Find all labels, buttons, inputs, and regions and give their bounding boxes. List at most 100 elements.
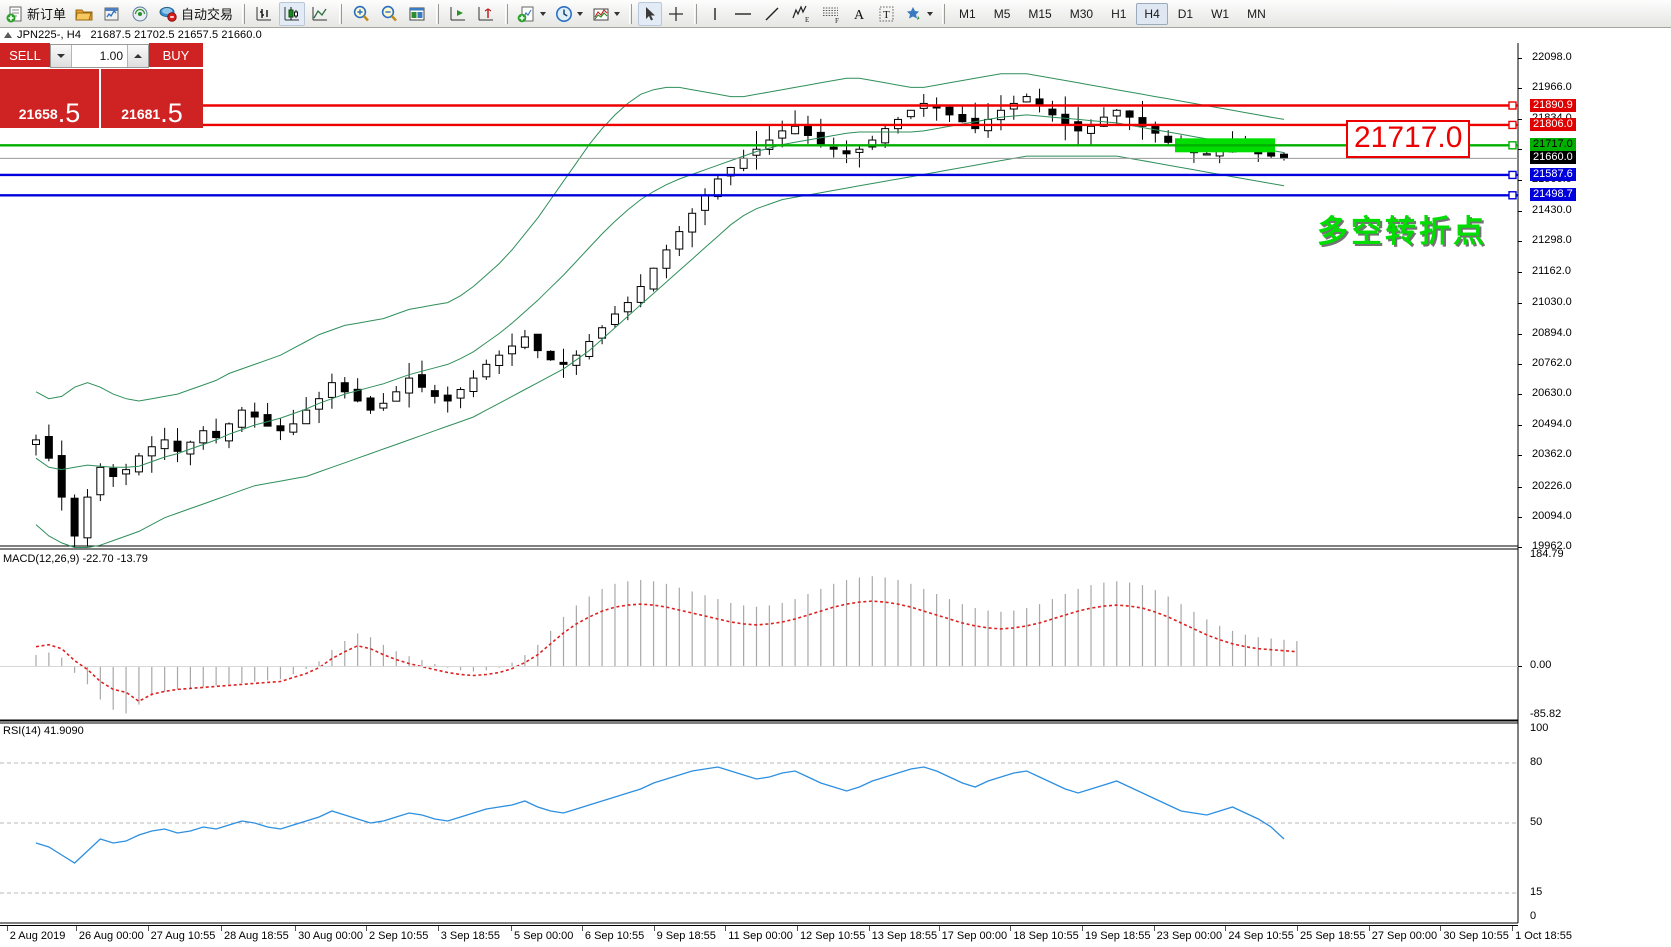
toolbar-separator-3 bbox=[436, 3, 440, 24]
time-axis-label: 9 Sep 18:55 bbox=[656, 930, 716, 942]
elliott-wave-button[interactable]: E bbox=[787, 2, 815, 26]
text-button[interactable]: A bbox=[847, 2, 871, 26]
price-axis-label: 21162.0 bbox=[1532, 265, 1571, 278]
price-level-tag-support-1[interactable]: 21587.6 bbox=[1530, 167, 1576, 181]
line-chart-button[interactable] bbox=[307, 2, 333, 26]
time-tick bbox=[653, 926, 655, 931]
time-tick bbox=[1153, 926, 1155, 931]
timeframe-w1[interactable]: W1 bbox=[1211, 6, 1230, 21]
volume-input[interactable]: 1.00 bbox=[72, 45, 127, 67]
folder-button[interactable] bbox=[71, 2, 97, 26]
symbol-ohlc-text: JPN225-, H4 21687.5 21702.5 21657.5 2166… bbox=[17, 29, 262, 41]
signals-button[interactable] bbox=[127, 2, 153, 26]
rsi-axis-label: 50 bbox=[1530, 816, 1543, 828]
sell-button[interactable]: SELL bbox=[0, 43, 50, 69]
price-level-tag-pivot[interactable]: 21717.0 bbox=[1530, 138, 1576, 152]
time-tick bbox=[6, 926, 8, 931]
svg-text:E: E bbox=[805, 16, 809, 24]
toolbar-separator bbox=[242, 3, 246, 24]
fibonacci-button[interactable]: F bbox=[817, 2, 845, 26]
price-axis-label: 19962.0 bbox=[1532, 540, 1572, 552]
price-level-tag-resistance-1[interactable]: 21806.0 bbox=[1530, 117, 1576, 131]
time-axis-label: 28 Aug 18:55 bbox=[223, 930, 289, 942]
templates-button[interactable] bbox=[588, 2, 623, 26]
zoom-in-button[interactable] bbox=[348, 2, 374, 26]
time-tick bbox=[1512, 926, 1514, 931]
text-label-button[interactable]: T bbox=[873, 2, 899, 26]
price-tick bbox=[1518, 179, 1522, 181]
buy-button[interactable]: BUY bbox=[149, 43, 203, 69]
new-order-button[interactable]: 新订单 bbox=[3, 2, 69, 26]
shapes-button[interactable] bbox=[901, 2, 936, 26]
time-axis-label: 19 Sep 18:55 bbox=[1084, 930, 1151, 942]
sell-price-cell[interactable]: 21658 .5 bbox=[0, 69, 101, 128]
cursor-icon bbox=[646, 6, 656, 20]
time-axis-label: 26 Aug 00:00 bbox=[78, 930, 144, 942]
timeframe-m15[interactable]: M15 bbox=[1028, 6, 1052, 21]
vertical-line-button[interactable] bbox=[703, 2, 727, 26]
price-scale[interactable]: 22098.021966.021834.021702.021566.021430… bbox=[1518, 43, 1671, 947]
timeframe-m30[interactable]: M30 bbox=[1069, 6, 1094, 21]
time-tick bbox=[366, 926, 367, 931]
horizontal-line-button[interactable] bbox=[729, 2, 757, 26]
time-axis-label: 2 Aug 2019 bbox=[9, 930, 66, 942]
time-axis-label: 30 Sep 10:55 bbox=[1443, 930, 1509, 942]
chevron-down-icon[interactable] bbox=[540, 11, 547, 16]
time-tick bbox=[437, 926, 439, 931]
timeframe-h4[interactable]: H4 bbox=[1136, 2, 1168, 25]
buy-price-decimal: .5 bbox=[160, 97, 183, 128]
price-tick bbox=[1518, 211, 1522, 212]
trendline-button[interactable] bbox=[759, 2, 785, 26]
autotrading-button[interactable]: 自动交易 bbox=[155, 2, 236, 26]
collapse-triangle-icon[interactable] bbox=[4, 32, 12, 38]
rsi-axis-label: 100 bbox=[1530, 722, 1549, 734]
shift-chart-icon bbox=[450, 6, 466, 20]
time-tick bbox=[1297, 926, 1299, 931]
volume-increase-button[interactable] bbox=[127, 45, 148, 67]
chevron-down-icon-2[interactable] bbox=[577, 11, 584, 16]
vertical-line-icon bbox=[714, 7, 716, 20]
price-level-tag-resistance-2[interactable]: 21890.9 bbox=[1530, 98, 1576, 112]
time-scale[interactable]: 2 Aug 2019 26 Aug 00:00 27 Aug 10:55 28 Aug… bbox=[0, 925, 1572, 947]
chevron-down-icon-4[interactable] bbox=[927, 11, 934, 16]
auto-scroll-button[interactable] bbox=[473, 2, 499, 26]
macd-axis-label: 0.00 bbox=[1530, 659, 1552, 672]
price-axis-label: 20226.0 bbox=[1532, 479, 1572, 492]
timeframe-d1[interactable]: D1 bbox=[1177, 6, 1194, 21]
shift-chart-button[interactable] bbox=[445, 2, 471, 26]
buy-price-integer: 21681 bbox=[121, 106, 161, 122]
chevron-down-icon-3[interactable] bbox=[614, 11, 621, 16]
time-tick bbox=[868, 926, 870, 931]
bar-chart-icon bbox=[256, 6, 272, 20]
price-tick bbox=[1518, 455, 1522, 457]
timeframe-m1[interactable]: M1 bbox=[959, 6, 976, 21]
buy-price-cell[interactable]: 21681 .5 bbox=[101, 69, 203, 128]
zoom-out-button[interactable] bbox=[376, 2, 402, 26]
tile-windows-button[interactable] bbox=[404, 2, 430, 26]
timeframe-h1[interactable]: H1 bbox=[1111, 6, 1127, 21]
price-tick bbox=[1518, 302, 1522, 304]
time-tick bbox=[147, 926, 149, 931]
volume-stepper[interactable]: 1.00 bbox=[50, 44, 149, 68]
timeframe-mn[interactable]: MN bbox=[1247, 6, 1266, 21]
cursor-button[interactable] bbox=[638, 1, 663, 26]
price-level-tag-last-price[interactable]: 21660.0 bbox=[1530, 151, 1576, 165]
price-tick bbox=[1518, 241, 1522, 243]
crosshair-button[interactable] bbox=[664, 2, 688, 26]
time-axis-label: 17 Sep 00:00 bbox=[941, 930, 1008, 942]
price-level-tag-support-2[interactable]: 21498.7 bbox=[1530, 188, 1576, 202]
price-axis-label: 21030.0 bbox=[1532, 295, 1572, 308]
price-axis-label: 20494.0 bbox=[1532, 418, 1572, 431]
candlestick-chart-button[interactable] bbox=[279, 1, 306, 26]
add-indicator-button[interactable] bbox=[514, 2, 549, 26]
chart-window-button[interactable] bbox=[99, 2, 125, 26]
bar-chart-button[interactable] bbox=[251, 2, 277, 26]
period-button[interactable] bbox=[551, 2, 586, 26]
time-tick bbox=[796, 926, 798, 931]
chart-area[interactable]: 22098.021966.021834.021702.021566.021430… bbox=[0, 43, 1671, 947]
time-axis-label: 6 Sep 10:55 bbox=[584, 930, 645, 942]
volume-decrease-button[interactable] bbox=[51, 45, 72, 67]
timeframe-m5[interactable]: M5 bbox=[993, 6, 1011, 21]
one-click-trading-panel[interactable]: SELL 1.00 BUY 21658 .5 21681 .5 bbox=[0, 43, 203, 130]
time-axis-label: 27 Aug 10:55 bbox=[150, 930, 216, 942]
